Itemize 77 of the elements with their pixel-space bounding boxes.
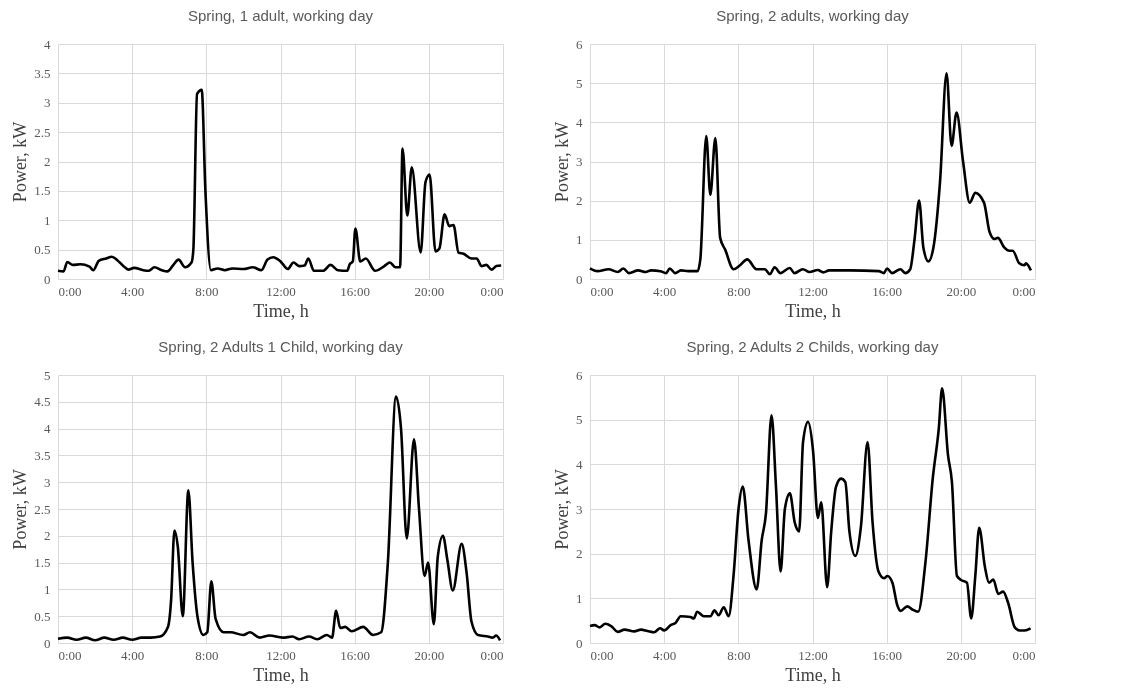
y-tick-label: 5: [576, 75, 583, 91]
x-tick-label: 0:00: [480, 647, 504, 663]
y-tick-label: 0: [44, 271, 51, 287]
x-tick-label: 0:00: [480, 283, 504, 299]
x-tick-label: 20:00: [414, 283, 445, 299]
y-tick-label: 2: [44, 154, 51, 169]
x-tick-label: 8:00: [195, 647, 219, 663]
x-axis-title: Time, h: [785, 664, 841, 685]
y-axis-title: Power, kW: [552, 469, 572, 550]
y-axis-title: Power, kW: [552, 121, 572, 203]
x-tick-label: 8:00: [727, 647, 751, 663]
y-tick-label: 4: [44, 36, 51, 52]
y-axis-title: Power, kW: [10, 121, 31, 203]
y-tick-label: 1.5: [34, 555, 51, 571]
y-tick-label: 2.5: [34, 501, 51, 517]
x-tick-label: 0:00: [58, 647, 82, 663]
x-tick-label: 0:00: [58, 283, 82, 299]
y-tick-label: 4: [576, 114, 583, 130]
x-tick-label: 8:00: [195, 283, 219, 299]
x-tick-label: 12:00: [798, 647, 828, 663]
x-axis-title: Time, h: [785, 300, 841, 321]
x-axis-title: Time, h: [253, 300, 309, 321]
x-tick-label: 12:00: [798, 283, 828, 299]
y-tick-label: 4.5: [34, 394, 51, 410]
y-tick-label: 0: [576, 271, 583, 287]
y-tick-label: 3: [576, 154, 583, 169]
x-tick-label: 0:00: [590, 283, 614, 299]
y-tick-label: 1: [576, 590, 583, 606]
x-tick-label: 0:00: [590, 647, 614, 663]
x-tick-label: 4:00: [653, 283, 677, 299]
chart-title: Spring, 1 adult, working day: [187, 7, 374, 24]
y-tick-label: 2: [576, 193, 583, 209]
y-tick-label: 0: [576, 635, 583, 651]
x-axis-title: Time, h: [253, 664, 309, 685]
y-tick-label: 1: [44, 581, 51, 597]
y-tick-label: 0.5: [34, 608, 51, 624]
x-tick-label: 16:00: [872, 283, 902, 299]
y-tick-label: 1: [44, 212, 51, 228]
x-tick-label: 12:00: [266, 283, 296, 299]
y-tick-label: 3: [44, 95, 51, 111]
y-tick-label: 3.5: [34, 447, 51, 463]
y-tick-label: 2: [576, 546, 583, 562]
y-tick-label: 3: [44, 474, 51, 490]
x-tick-label: 16:00: [340, 647, 370, 663]
y-tick-label: 4: [576, 456, 583, 472]
y-tick-label: 4: [44, 421, 51, 437]
line-series: [588, 387, 1032, 634]
line-series: [56, 88, 503, 273]
x-tick-label: 4:00: [121, 283, 145, 299]
x-tick-label: 8:00: [727, 283, 751, 299]
y-tick-label: 6: [576, 367, 583, 383]
y-tick-label: 0: [44, 635, 51, 651]
y-tick-label: 1.5: [34, 183, 51, 199]
y-tick-label: 3.5: [34, 65, 51, 81]
y-tick-label: 5: [44, 367, 51, 383]
chart-title: Spring, 2 adults, working day: [716, 7, 910, 24]
y-tick-label: 2.5: [34, 124, 51, 140]
x-tick-label: 12:00: [266, 647, 296, 663]
chart-title: Spring, 2 Adults 2 Childs, working day: [686, 338, 939, 355]
y-tick-label: 3: [576, 501, 583, 517]
x-tick-label: 0:00: [1012, 283, 1036, 299]
y-tick-label: 1: [576, 232, 583, 248]
y-tick-label: 5: [576, 412, 583, 428]
y-tick-label: 0.5: [34, 242, 51, 258]
x-tick-label: 20:00: [414, 647, 445, 663]
x-tick-label: 16:00: [872, 647, 902, 663]
line-series: [588, 72, 1033, 276]
x-tick-label: 0:00: [1012, 647, 1036, 663]
x-tick-label: 20:00: [946, 283, 977, 299]
y-tick-label: 2: [44, 528, 51, 544]
x-tick-label: 16:00: [340, 283, 370, 299]
y-axis-title: Power, kW: [10, 469, 31, 550]
x-tick-label: 4:00: [121, 647, 145, 663]
chart-title: Spring, 2 Adults 1 Child, working day: [158, 338, 404, 355]
y-tick-label: 6: [576, 36, 583, 52]
x-tick-label: 20:00: [946, 647, 977, 663]
x-tick-label: 4:00: [653, 647, 677, 663]
